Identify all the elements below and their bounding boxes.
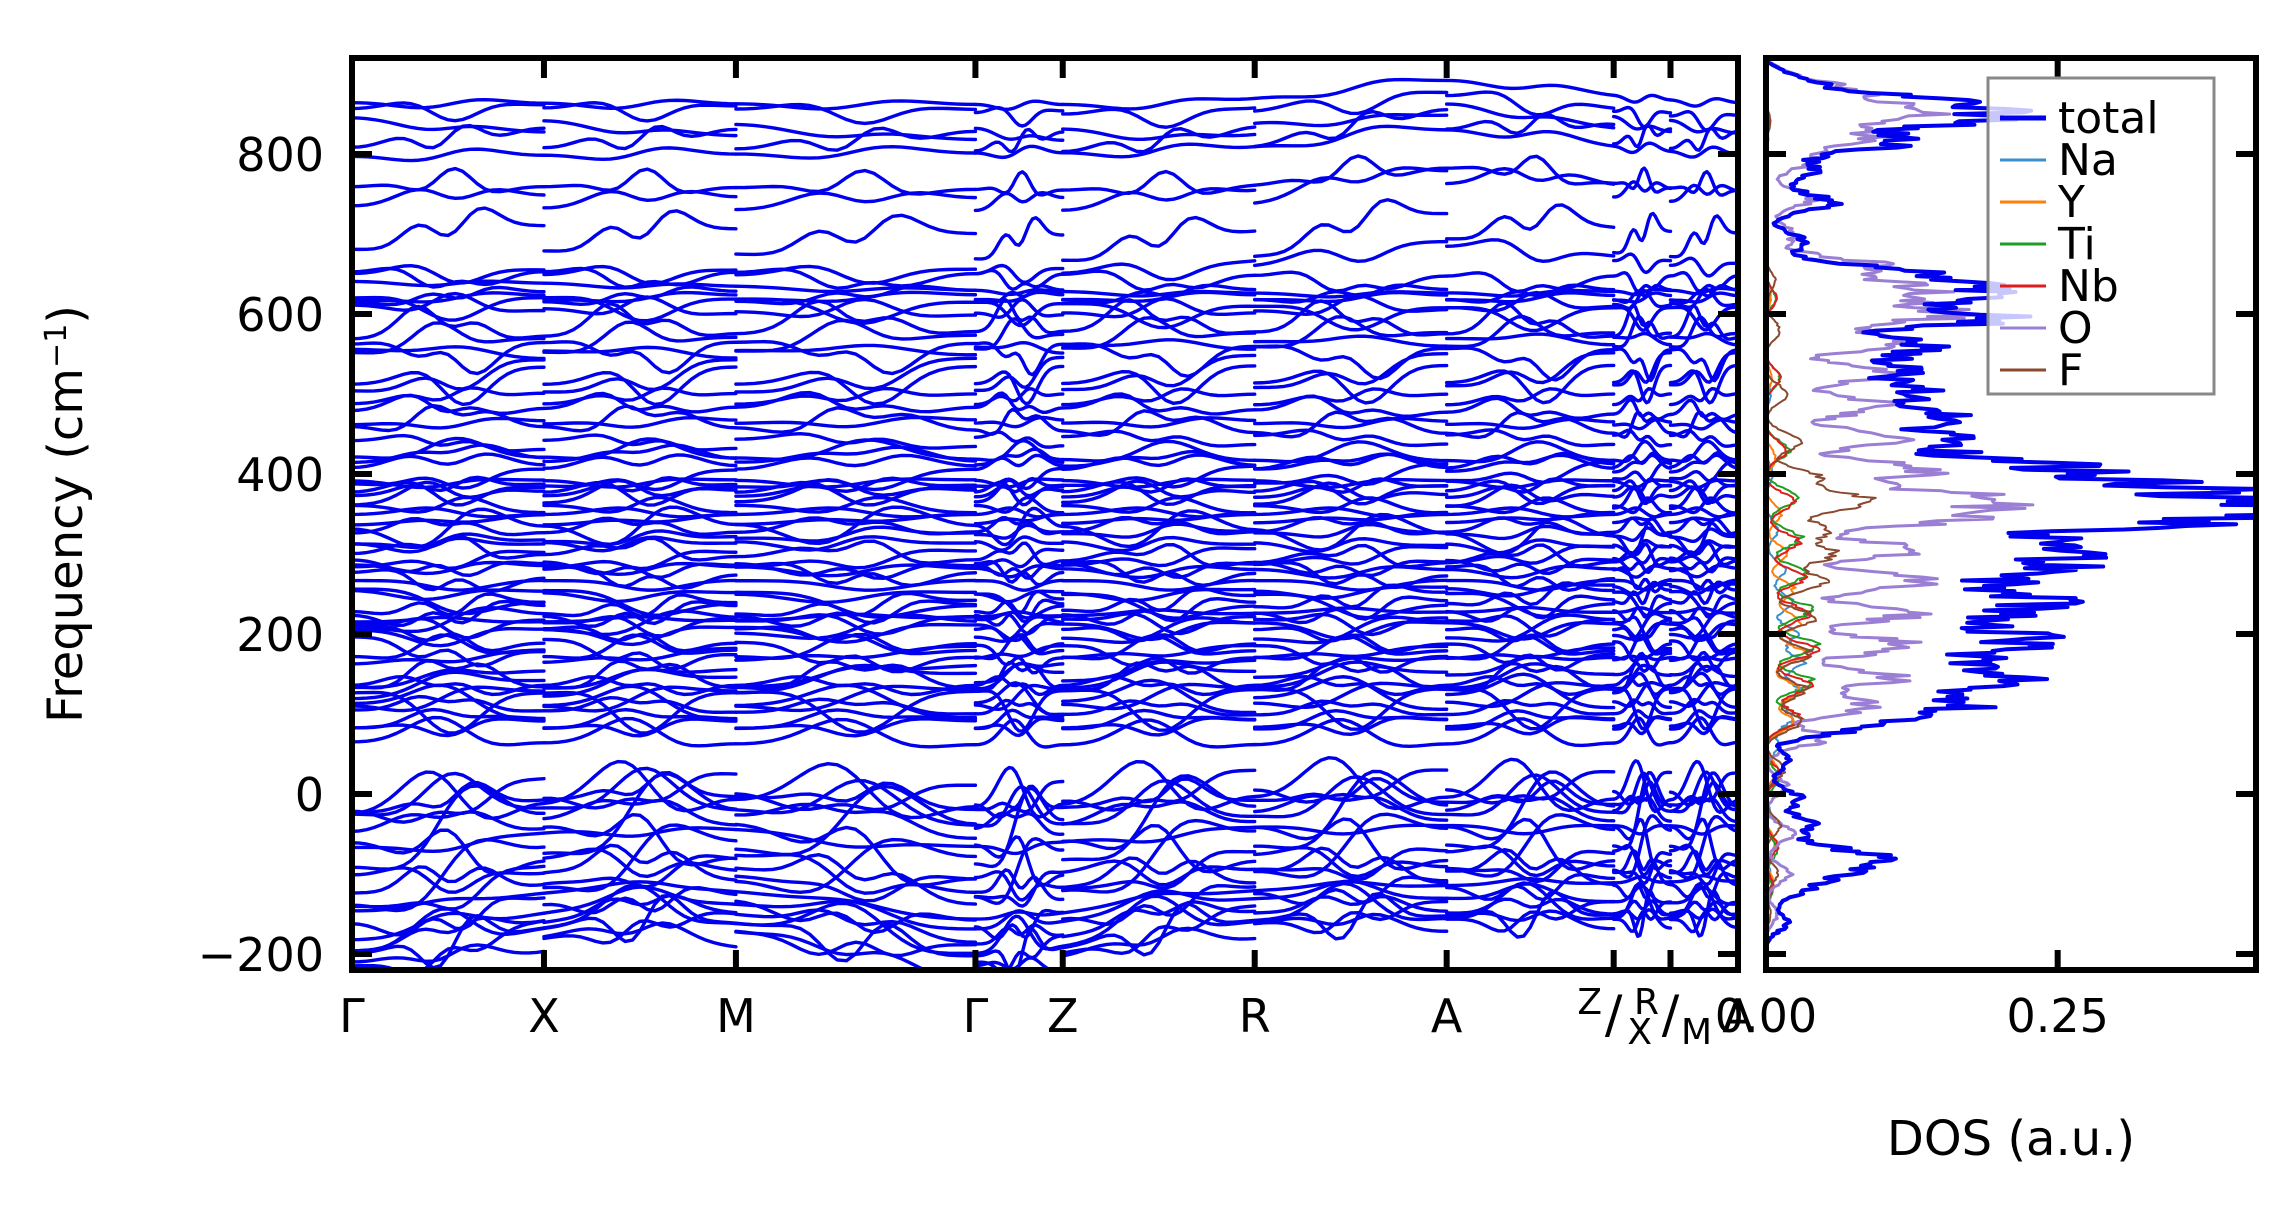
band-x-tick-labels: Γ X M Γ Z R A Z / XR / M A: [339, 982, 1754, 1053]
band-x-tick-label: X: [528, 989, 560, 1043]
band-x-ticks: [349, 58, 1741, 970]
dos-curve-total: [1766, 61, 2256, 968]
y-axis-label-superscript: −1: [39, 324, 74, 368]
band-x-tick-label: Γ: [963, 989, 989, 1043]
y-axis-label-main: Frequency (cm: [38, 368, 94, 723]
band-curves-group: [352, 77, 1738, 970]
svg-text:M: M: [1681, 1012, 1712, 1053]
svg-text:X: X: [1627, 1012, 1652, 1053]
band-x-tick-label: Z: [1047, 989, 1079, 1043]
dos-y-ticks: [1766, 151, 2256, 957]
svg-text:Z: Z: [1577, 982, 1602, 1023]
band-x-tick-label: R: [1239, 989, 1271, 1043]
legend-label-na: Na: [2058, 135, 2118, 186]
dos-curve-o: [1766, 61, 2035, 968]
dos-x-axis-label: DOS (a.u.): [1887, 1111, 2135, 1167]
band-x-tick-label-fraction: Z / X: [1577, 982, 1652, 1053]
band-y-tick-label: 800: [236, 128, 324, 182]
band-x-tick-label: A: [1722, 989, 1754, 1043]
y-axis-label-close: ): [38, 305, 94, 324]
band-y-axis-label: Frequency (cm−1): [38, 305, 94, 723]
dos-axes-frame: [1763, 55, 2259, 973]
band-y-tick-label: 0: [295, 768, 324, 822]
band-x-tick-label-fraction: R / M: [1634, 982, 1712, 1053]
band-x-tick-label: M: [716, 989, 756, 1043]
legend-label-o: O: [2058, 303, 2093, 354]
band-x-tick-label: A: [1431, 989, 1463, 1043]
legend-label-total: total: [2058, 93, 2159, 144]
legend-label-y: Y: [2057, 177, 2085, 228]
legend-label-nb: Nb: [2058, 261, 2119, 312]
band-y-ticks: −200 0 200 400 600 800: [198, 128, 1738, 982]
band-x-tick-label: Γ: [339, 989, 365, 1043]
svg-text:/: /: [1662, 985, 1680, 1045]
dos-curve-f: [1766, 62, 1877, 967]
dos-panel: 0.00 0.25: [1715, 55, 2259, 1043]
legend-box: [1986, 76, 2216, 396]
legend-label-ti: Ti: [2057, 219, 2096, 270]
svg-text:Frequency (cm−1): Frequency (cm−1): [38, 305, 94, 723]
band-axes-frame: [349, 55, 1741, 973]
dos-x-tick-labels: 0.00 0.25: [1715, 989, 2109, 1043]
band-y-tick-label: 200: [236, 608, 324, 662]
dos-x-tick-label: 0.25: [2006, 989, 2108, 1043]
band-y-tick-label: −200: [198, 928, 324, 982]
svg-text:R: R: [1634, 982, 1659, 1023]
legend-label-f: F: [2058, 345, 2083, 396]
svg-text:/: /: [1605, 985, 1623, 1045]
band-y-tick-label: 600: [236, 288, 324, 342]
band-y-tick-label: 400: [236, 448, 324, 502]
dos-x-tick-label: 0.00: [1715, 989, 1817, 1043]
